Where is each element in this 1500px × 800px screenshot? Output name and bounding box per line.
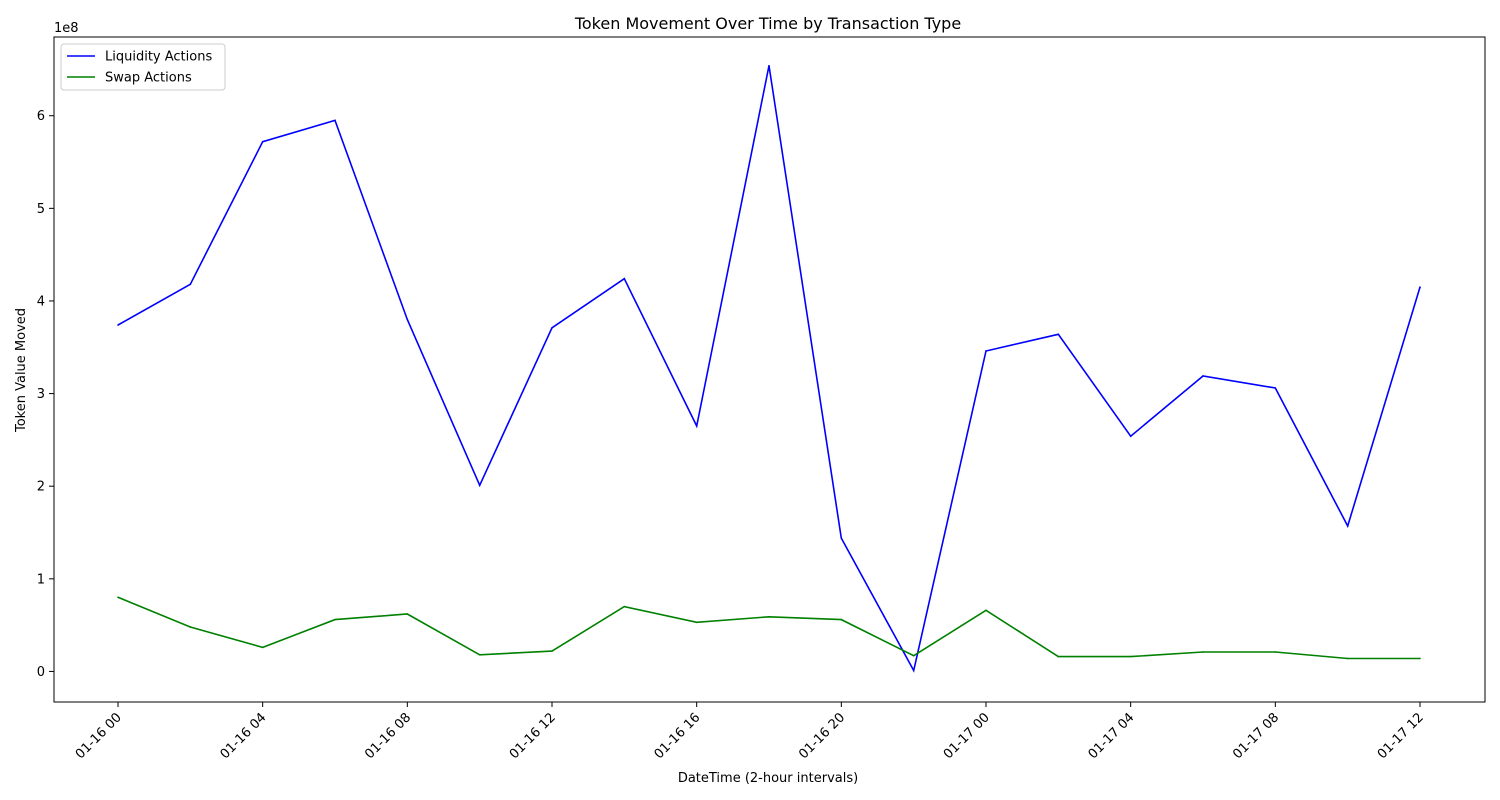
data-point-swap-actions bbox=[985, 609, 987, 612]
plot-area bbox=[117, 64, 1421, 673]
data-point-swap-actions bbox=[840, 618, 843, 621]
series-line-swap-actions bbox=[117, 596, 1420, 660]
data-point-swap-actions bbox=[189, 626, 192, 628]
data-point-swap-actions bbox=[912, 654, 915, 657]
data-point-liquidity-actions bbox=[334, 119, 336, 122]
y-tick-label: 5 bbox=[37, 202, 45, 217]
y-tick-label: 4 bbox=[37, 294, 45, 309]
chart-title: Token Movement Over Time by Transaction … bbox=[574, 14, 961, 33]
legend-label-swap-actions: Swap Actions bbox=[105, 71, 192, 86]
data-point-swap-actions bbox=[1202, 651, 1204, 653]
x-tick-label: 01-17 08 bbox=[1230, 710, 1282, 762]
x-tick-label: 01-16 12 bbox=[507, 710, 559, 762]
y-tick-label: 0 bbox=[37, 665, 45, 680]
data-point-liquidity-actions bbox=[261, 140, 264, 143]
data-point-liquidity-actions bbox=[551, 327, 553, 329]
data-point-liquidity-actions bbox=[985, 350, 987, 352]
data-point-liquidity-actions bbox=[1129, 435, 1132, 437]
legend-label-liquidity-actions: Liquidity Actions bbox=[105, 50, 212, 65]
data-point-swap-actions bbox=[478, 653, 481, 656]
x-tick-label: 01-16 04 bbox=[218, 710, 270, 762]
data-point-liquidity-actions bbox=[623, 277, 626, 280]
data-point-liquidity-actions bbox=[1202, 375, 1204, 377]
y-axis: 0 1 2 3 4 5 6 bbox=[37, 109, 54, 680]
x-tick-label: 01-17 12 bbox=[1375, 710, 1427, 762]
x-tick-label: 01-16 20 bbox=[796, 710, 848, 762]
data-point-swap-actions bbox=[1346, 657, 1349, 660]
legend-box bbox=[60, 43, 226, 91]
y-axis-title: Token Value Moved bbox=[14, 308, 29, 433]
data-point-liquidity-actions bbox=[1346, 525, 1349, 527]
x-tick-label: 01-17 00 bbox=[941, 710, 993, 762]
data-point-swap-actions bbox=[1419, 657, 1421, 660]
legend: Liquidity Actions Swap Actions bbox=[60, 43, 226, 91]
data-point-swap-actions bbox=[551, 650, 553, 652]
data-point-swap-actions bbox=[1274, 651, 1277, 653]
data-point-swap-actions bbox=[623, 605, 626, 608]
data-point-liquidity-actions bbox=[840, 537, 843, 539]
data-point-swap-actions bbox=[1057, 655, 1060, 658]
x-tick-label: 01-16 08 bbox=[362, 710, 414, 762]
data-point-liquidity-actions bbox=[1274, 387, 1277, 389]
data-point-swap-actions bbox=[117, 596, 119, 599]
data-point-liquidity-actions bbox=[768, 64, 770, 67]
data-point-liquidity-actions bbox=[478, 484, 481, 487]
data-point-liquidity-actions bbox=[912, 669, 915, 672]
y-tick-label: 1 bbox=[37, 572, 45, 587]
data-point-swap-actions bbox=[768, 615, 770, 618]
series-line-liquidity-actions bbox=[117, 65, 1421, 673]
y-tick-label: 3 bbox=[37, 387, 45, 402]
data-point-swap-actions bbox=[695, 621, 698, 624]
x-axis: 01-16 00 01-16 04 01-16 08 01-16 12 01-16 16… bbox=[73, 702, 1427, 762]
plot-frame bbox=[53, 36, 1486, 703]
x-tick-label: 01-16 16 bbox=[652, 710, 704, 762]
data-point-swap-actions bbox=[334, 618, 336, 621]
data-point-liquidity-actions bbox=[1419, 286, 1421, 288]
data-point-liquidity-actions bbox=[695, 425, 698, 427]
x-axis-title: DateTime (2-hour intervals) bbox=[678, 771, 858, 786]
data-point-swap-actions bbox=[1129, 655, 1132, 658]
y-offset-label: 1e8 bbox=[54, 21, 79, 36]
x-tick-label: 01-17 04 bbox=[1086, 710, 1138, 762]
data-point-liquidity-actions bbox=[189, 283, 192, 286]
data-point-swap-actions bbox=[261, 646, 264, 649]
y-tick-label: 6 bbox=[37, 109, 45, 124]
y-tick-label: 2 bbox=[37, 480, 45, 495]
data-point-liquidity-actions bbox=[1057, 333, 1060, 336]
data-point-liquidity-actions bbox=[406, 318, 409, 321]
x-tick-label: 01-16 00 bbox=[73, 710, 125, 762]
data-point-liquidity-actions bbox=[117, 324, 119, 326]
data-point-swap-actions bbox=[406, 613, 409, 615]
